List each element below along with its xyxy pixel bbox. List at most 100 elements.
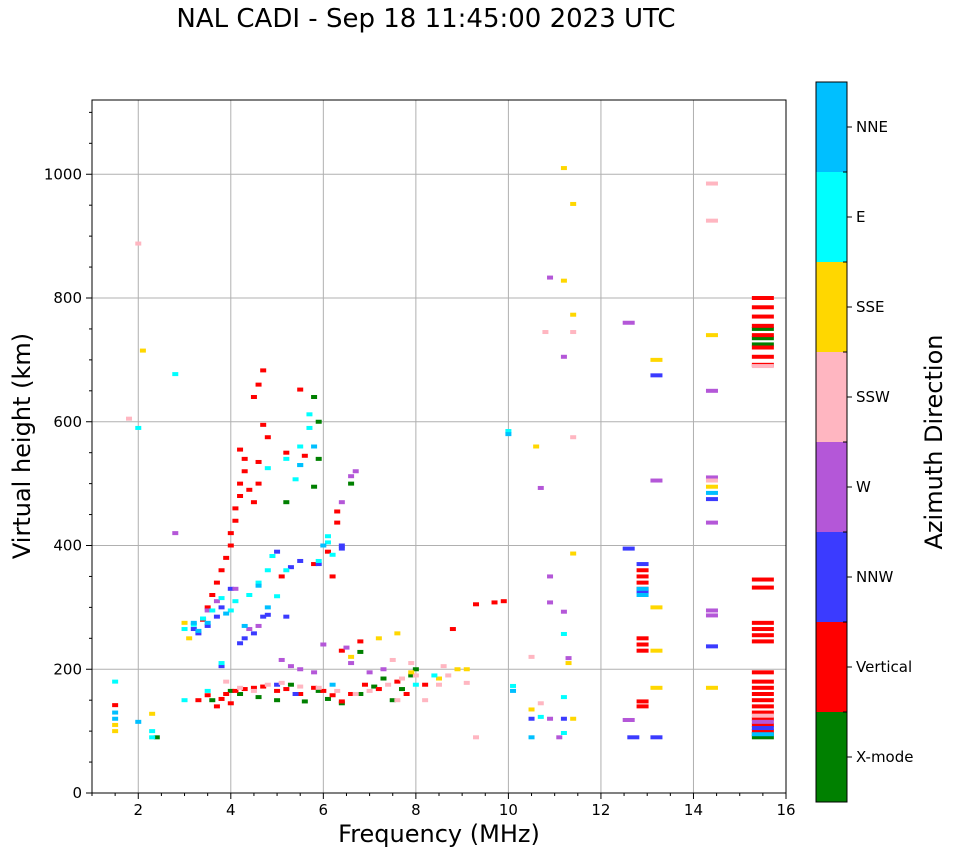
data-point-sse <box>112 729 119 734</box>
data-point-nnw <box>338 546 345 551</box>
data-point-nne <box>329 682 336 687</box>
data-point-x-mode <box>274 698 281 703</box>
data-point-vertical <box>751 729 774 734</box>
data-point-ssw <box>751 713 774 718</box>
data-point-nnw <box>292 692 299 696</box>
data-point-nnw <box>560 716 567 721</box>
data-point-vertical <box>751 305 774 310</box>
data-point-w <box>287 664 294 669</box>
data-point-nne <box>112 710 119 715</box>
colorbar-tick-label: Vertical <box>856 658 912 676</box>
data-point-x-mode <box>371 684 378 689</box>
data-point-vertical <box>751 577 774 582</box>
data-point-x-mode <box>311 484 318 489</box>
data-point-nne <box>751 732 774 737</box>
data-point-w <box>560 609 567 614</box>
data-point-sse <box>650 357 663 362</box>
data-point-nne <box>510 688 517 693</box>
data-point-e <box>135 425 142 430</box>
data-point-nnw <box>250 631 257 636</box>
x-tick-label: 8 <box>411 801 421 819</box>
data-point-x-mode <box>153 735 160 740</box>
data-point-nnw <box>283 614 290 619</box>
data-point-nnw <box>315 562 322 567</box>
data-point-ssw <box>705 478 718 483</box>
data-point-vertical <box>237 481 244 486</box>
data-point-vertical <box>751 692 774 696</box>
data-point-ssw <box>297 684 304 689</box>
data-point-w <box>352 469 359 474</box>
colorbar-tick-label: SSE <box>856 298 885 316</box>
data-point-nnw <box>241 636 248 641</box>
data-point-nne <box>297 463 304 468</box>
data-point-e <box>315 558 322 563</box>
data-point-sse <box>705 484 718 489</box>
data-point-vertical <box>361 682 368 687</box>
data-point-w <box>705 608 718 613</box>
data-point-nne <box>636 586 649 591</box>
data-point-vertical <box>751 333 774 338</box>
data-point-e <box>269 554 276 559</box>
data-point-ssw <box>445 673 452 678</box>
data-point-vertical <box>195 698 202 703</box>
data-point-x-mode <box>357 649 364 654</box>
data-point-w <box>380 667 387 672</box>
data-point-e <box>112 679 119 684</box>
data-point-vertical <box>751 354 774 359</box>
data-point-nnw <box>297 558 304 563</box>
x-tick-label: 16 <box>776 801 795 819</box>
data-point-vertical <box>751 627 774 632</box>
data-point-vertical <box>283 450 290 455</box>
data-point-vertical <box>297 692 304 696</box>
data-point-x-mode <box>357 692 364 696</box>
data-point-ssw <box>250 688 257 693</box>
x-tick-label: 12 <box>591 801 610 819</box>
data-point-vertical <box>473 602 480 607</box>
data-point-vertical <box>274 688 281 693</box>
data-point-nne <box>705 490 718 495</box>
colorbar-label: Azimuth Direction <box>920 335 948 550</box>
data-point-x-mode <box>315 456 322 461</box>
data-point-w <box>172 531 179 536</box>
data-point-sse <box>139 348 146 353</box>
data-point-e <box>172 372 179 377</box>
data-point-x-mode <box>324 696 331 701</box>
data-point-w <box>560 354 567 359</box>
data-point-nne <box>190 620 197 625</box>
x-tick-label: 14 <box>684 801 703 819</box>
colorbar-segment <box>816 532 847 622</box>
data-point-vertical <box>636 574 649 579</box>
data-point-nnw <box>650 735 663 740</box>
data-point-sse <box>181 620 188 625</box>
data-point-nnw <box>705 497 718 502</box>
data-point-nnw <box>237 641 244 646</box>
data-point-sse <box>454 667 461 672</box>
data-point-nnw <box>218 664 225 669</box>
data-point-x-mode <box>283 500 290 505</box>
data-point-sse <box>570 716 577 721</box>
data-point-sse <box>650 685 663 690</box>
data-point-nne <box>112 716 119 721</box>
data-point-e <box>264 568 271 573</box>
data-point-nne <box>320 543 327 548</box>
colorbar-tick-label: NNW <box>856 568 893 586</box>
plot-area <box>92 100 786 793</box>
x-tick-label: 4 <box>226 801 236 819</box>
colorbar-frame <box>815 81 848 803</box>
data-point-ssw <box>398 676 405 681</box>
data-point-ssw <box>223 679 230 684</box>
data-point-e <box>510 683 517 688</box>
data-point-w <box>547 574 554 579</box>
data-point-e <box>264 466 271 471</box>
data-point-x-mode <box>751 735 774 740</box>
data-point-nnw <box>204 623 211 628</box>
data-point-sse <box>186 636 193 641</box>
data-point-ssw <box>264 682 271 687</box>
data-point-vertical <box>255 382 262 387</box>
data-point-sse <box>348 654 355 659</box>
data-point-w <box>622 320 635 325</box>
data-point-nnw <box>195 631 202 636</box>
data-point-vertical <box>751 633 774 638</box>
data-point-w <box>320 642 327 647</box>
data-point-vertical <box>223 692 230 696</box>
